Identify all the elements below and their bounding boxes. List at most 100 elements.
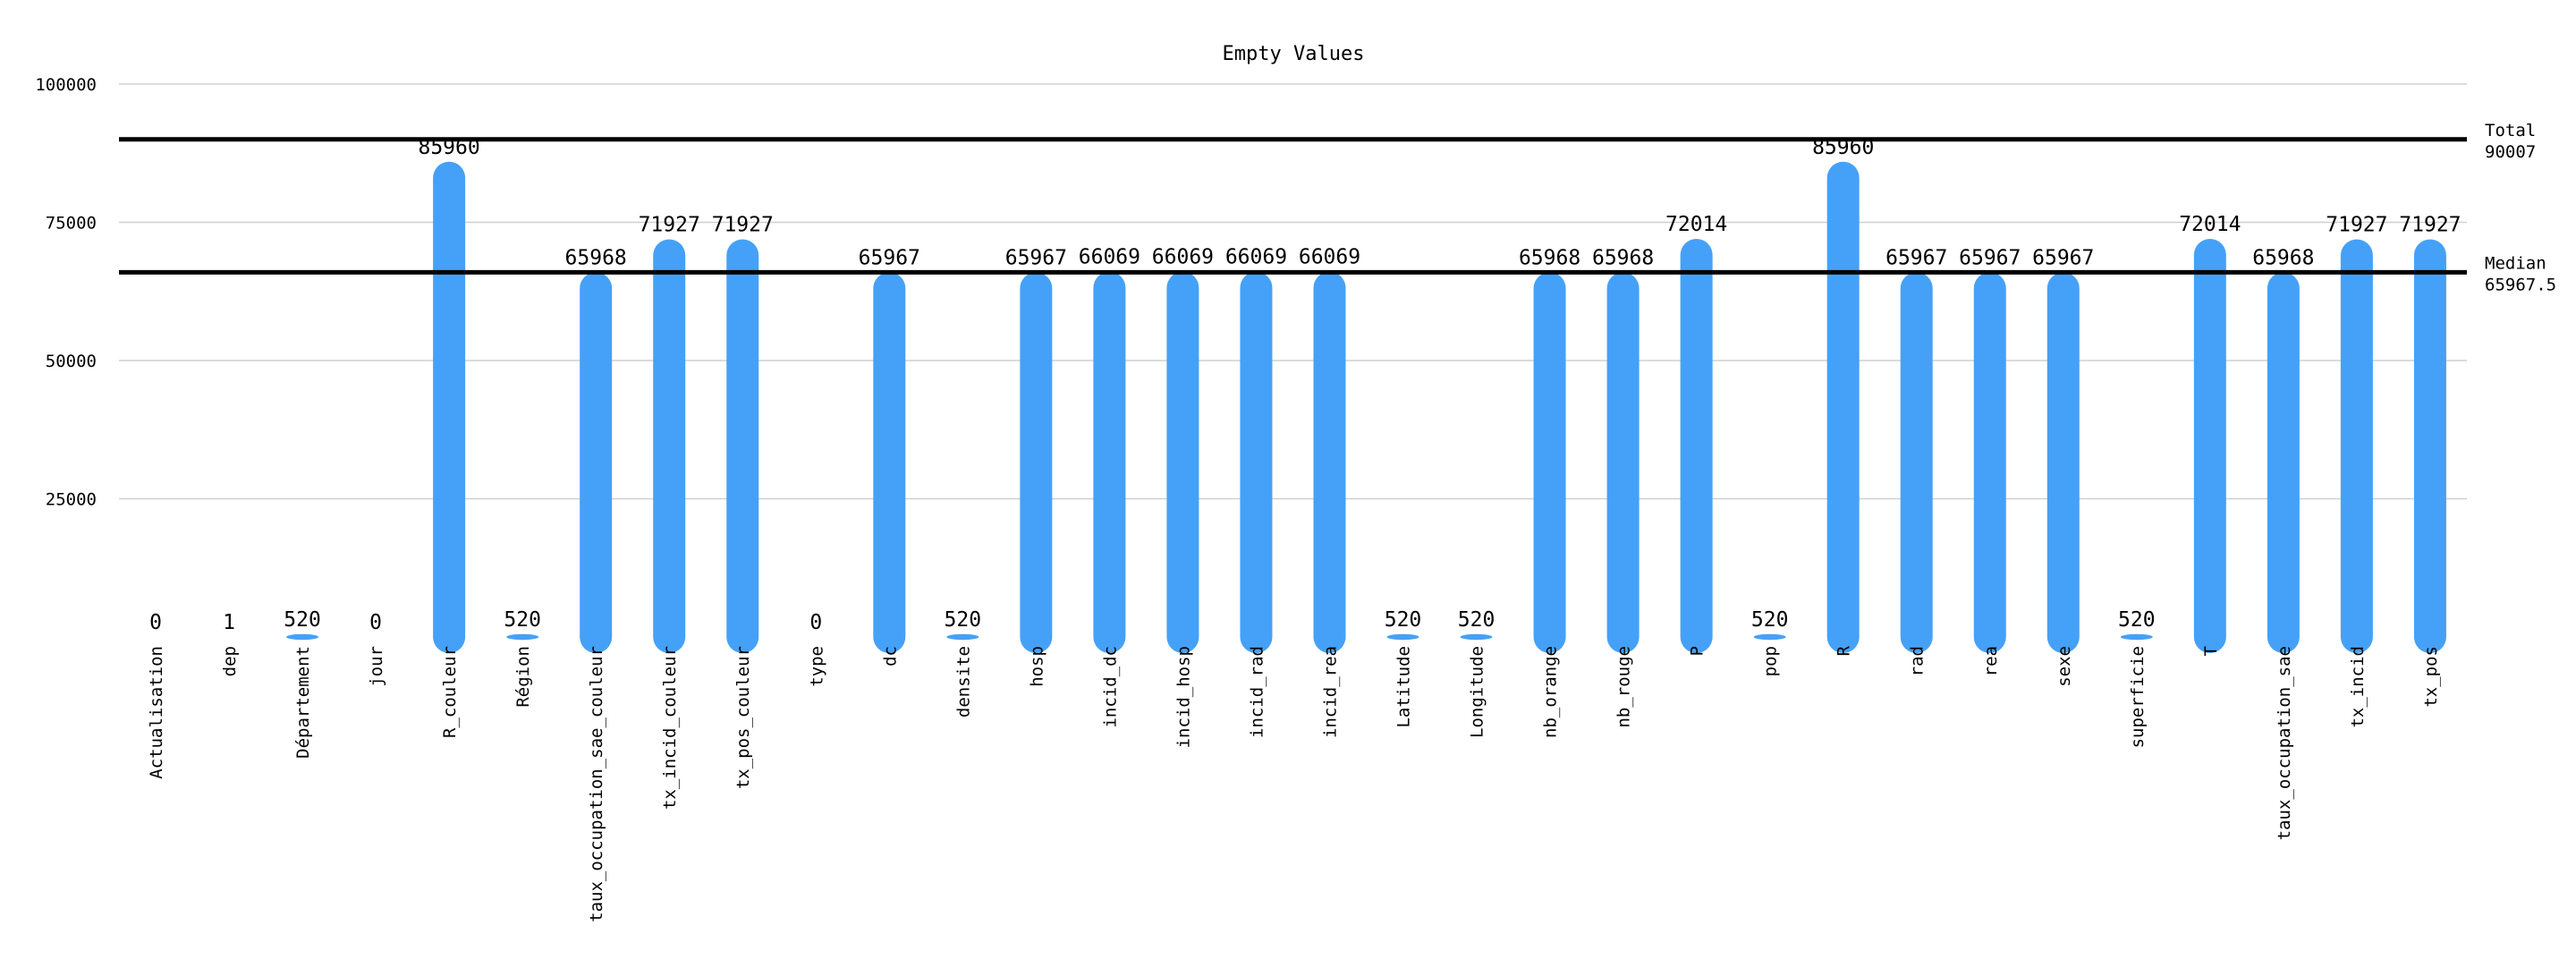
bar-value-label: 65968 <box>2252 246 2314 269</box>
bar <box>2340 239 2373 653</box>
bar <box>1680 238 1713 653</box>
bar-value-label: 0 <box>369 611 382 634</box>
x-tick-label: taux_occupation_sae <box>2275 646 2294 840</box>
bar-value-label: 65968 <box>565 246 627 269</box>
bar-value-label: 72014 <box>1665 213 1727 236</box>
bar <box>1386 633 1419 641</box>
x-tick-label: type <box>807 646 826 687</box>
x-tick-label: dep <box>220 646 240 676</box>
bar <box>1973 272 2006 653</box>
y-tick-label: 50000 <box>46 352 97 371</box>
bar-value-label: 520 <box>1751 608 1789 632</box>
x-tick-label: incid_rad <box>1247 646 1267 738</box>
bar <box>2193 238 2226 653</box>
bar-value-label: 71927 <box>2326 213 2387 236</box>
x-tick-label: nb_orange <box>1541 646 1561 738</box>
x-axis-tick-labels: Actualisation dep Département jour R_couleur… <box>147 645 2441 921</box>
y-tick-label: 100000 <box>35 75 97 95</box>
x-tick-label: densite <box>953 646 973 718</box>
bar-value-label: 71927 <box>2399 213 2461 236</box>
bar <box>506 633 539 641</box>
x-tick-label: taux_occupation_sae_couleur <box>587 646 606 922</box>
x-tick-label: P <box>1688 646 1707 656</box>
x-tick-label: incid_dc <box>1100 646 1120 728</box>
bar-value-label: 520 <box>945 608 982 632</box>
reference-lines: Total 90007 Median 65967.5 <box>119 121 2556 294</box>
x-tick-label: R_couleur <box>440 646 460 738</box>
bar <box>1900 272 1933 653</box>
bar-value-label: 65968 <box>1592 246 1654 269</box>
bar-value-label: 0 <box>149 611 162 634</box>
x-tick-label: nb_rouge <box>1614 646 1634 728</box>
bar-value-label: 520 <box>504 608 541 632</box>
bar <box>2120 633 2153 641</box>
bar <box>1166 271 1199 653</box>
bar <box>1313 271 1346 653</box>
bar-value-label: 65967 <box>2032 246 2094 269</box>
x-tick-label: tx_pos <box>2421 646 2441 708</box>
bar-value-label: 71927 <box>639 213 700 236</box>
bar-value-label: 65967 <box>1885 246 1947 269</box>
bar <box>873 272 906 653</box>
x-tick-label: Longitude <box>1468 646 1487 738</box>
bar-value-label: 65967 <box>1005 246 1067 269</box>
x-tick-label: tx_pos_couleur <box>733 646 753 789</box>
bar <box>1826 161 1860 653</box>
bar <box>2046 272 2080 653</box>
reference-label-value: 90007 <box>2485 142 2536 162</box>
x-tick-label: tx_incid <box>2348 646 2368 728</box>
y-tick-label: 75000 <box>46 214 97 234</box>
bar <box>286 633 319 641</box>
bar <box>433 161 466 653</box>
bar <box>1753 633 1786 641</box>
reference-label-value: 65967.5 <box>2485 275 2556 294</box>
bar-value-label: 0 <box>809 611 822 634</box>
bar-value-label: 65967 <box>1959 246 2021 269</box>
x-tick-label: jour <box>367 646 386 687</box>
bar-value-label: 65968 <box>1519 246 1580 269</box>
bar <box>1093 271 1126 653</box>
x-tick-label: Latitude <box>1394 646 1414 728</box>
bar-value-label: 65967 <box>859 246 920 269</box>
x-tick-label: tx_incid_couleur <box>660 646 680 810</box>
bar <box>2413 239 2446 653</box>
x-tick-label: superficie <box>2128 646 2148 748</box>
bar <box>1460 633 1493 641</box>
bar <box>2267 272 2300 653</box>
bar <box>1240 271 1273 653</box>
x-tick-label: T <box>2201 646 2221 656</box>
bar-value-label: 1 <box>223 611 235 634</box>
bar <box>726 239 759 653</box>
bar-value-label: 66069 <box>1225 246 1287 269</box>
x-tick-label: Actualisation <box>147 646 166 779</box>
x-tick-label: rad <box>1908 646 1928 676</box>
x-tick-label: hosp <box>1027 646 1046 687</box>
x-tick-label: R <box>1835 645 1854 656</box>
x-tick-label: sexe <box>2055 646 2074 687</box>
bar <box>1606 272 1640 653</box>
bar-value-label: 520 <box>284 608 321 632</box>
bar-value-label: 66069 <box>1299 246 1360 269</box>
bar-value-label: 66069 <box>1079 246 1140 269</box>
x-tick-label: incid_hosp <box>1174 646 1193 748</box>
y-axis-tick-labels: 25000 50000 75000 100000 <box>35 75 97 510</box>
x-tick-label: rea <box>1981 646 2001 676</box>
y-tick-label: 25000 <box>46 490 97 510</box>
reference-label-name: Total <box>2485 121 2536 140</box>
bar <box>580 272 613 653</box>
reference-label-name: Median <box>2485 253 2546 273</box>
x-tick-label: Région <box>513 646 533 708</box>
x-tick-label: Département <box>293 646 313 759</box>
bar-value-label: 72014 <box>2179 213 2241 236</box>
x-tick-label: pop <box>1761 646 1781 676</box>
bar <box>946 633 979 641</box>
bar <box>1020 272 1053 653</box>
x-tick-label: dc <box>880 646 900 667</box>
bar-value-label: 66069 <box>1152 246 1214 269</box>
bar-value-label: 520 <box>2118 608 2156 632</box>
bar <box>653 239 686 653</box>
bar-value-label: 520 <box>1458 608 1496 632</box>
bars <box>213 161 2446 653</box>
